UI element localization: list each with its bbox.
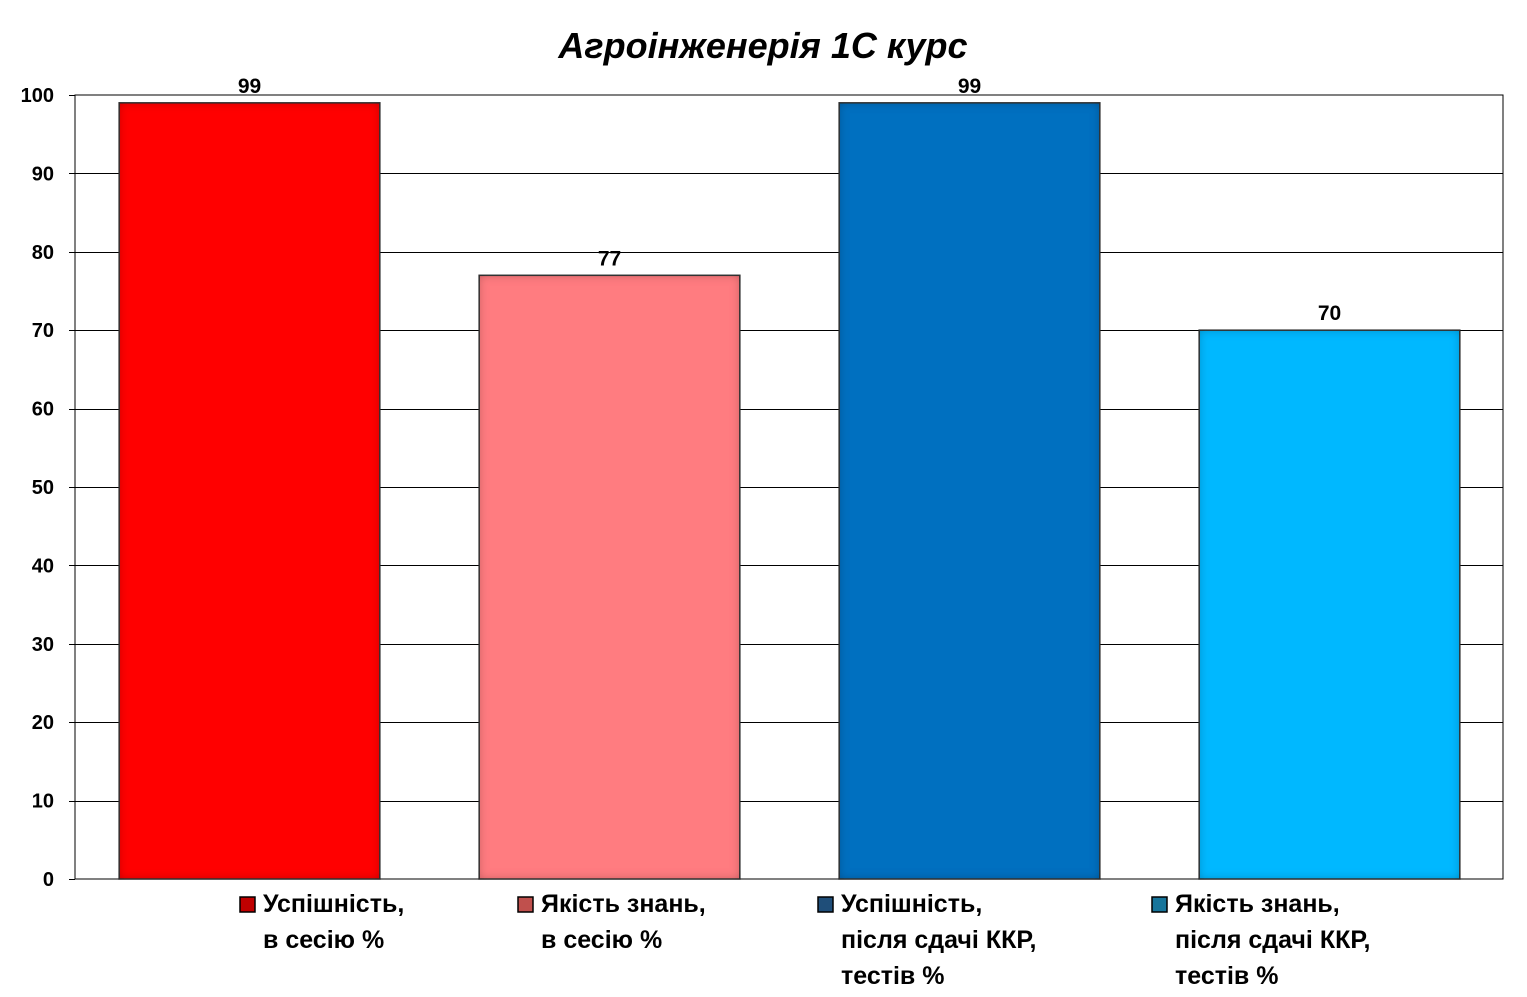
legend-label: в сесію %	[541, 926, 662, 954]
legend: Успішність, в сесію % Якість знань, в сесію…	[239, 890, 1371, 990]
y-axis: 0 10 20 30 40 50 60 70 80 90 100	[21, 85, 75, 891]
legend-label: Успішність,	[841, 890, 982, 918]
bar-value-label: 99	[958, 75, 981, 98]
legend-label: Якість знань,	[541, 890, 706, 918]
legend-entry: Успішність, в сесію %	[239, 890, 404, 954]
legend-swatch	[817, 896, 834, 913]
data-labels: 99 77 99 70	[238, 75, 1341, 325]
bar-value-label: 77	[598, 247, 621, 270]
legend-label: Успішність,	[263, 890, 404, 918]
y-tick-label: 20	[32, 712, 54, 734]
bar	[838, 102, 1101, 880]
legend-label: після сдачі ККР,	[841, 926, 1037, 954]
legend-entry: Якість знань, після сдачі ККР, тестів %	[1151, 890, 1371, 990]
y-tick-label: 50	[32, 477, 54, 499]
y-tick-label: 0	[43, 869, 54, 891]
y-tick-label: 30	[32, 634, 54, 656]
legend-swatch	[1151, 896, 1168, 913]
bar	[478, 274, 741, 880]
y-tick-label: 40	[32, 555, 54, 577]
legend-label: в сесію %	[263, 926, 384, 954]
y-tick-label: 70	[32, 320, 54, 342]
legend-entry: Успішність, після сдачі ККР, тестів %	[817, 890, 1037, 990]
legend-label: тестів %	[1175, 962, 1278, 990]
bar-value-label: 99	[238, 75, 261, 98]
bar-value-label: 70	[1318, 302, 1341, 325]
y-tick-label: 10	[32, 791, 54, 813]
legend-swatch	[517, 896, 534, 913]
legend-label: після сдачі ККР,	[1175, 926, 1371, 954]
y-tick-label: 80	[32, 242, 54, 264]
y-tick-label: 60	[32, 399, 54, 421]
legend-entry: Якість знань, в сесію %	[517, 890, 706, 954]
legend-swatch	[239, 896, 256, 913]
y-tick-label: 100	[21, 85, 54, 107]
chart-title: Агроінженерія 1С курс	[557, 25, 967, 66]
legend-label: тестів %	[841, 962, 944, 990]
y-tick-label: 90	[32, 163, 54, 185]
bar	[118, 102, 381, 880]
bars	[118, 102, 1461, 880]
legend-label: Якість знань,	[1175, 890, 1340, 918]
bar	[1198, 329, 1461, 880]
